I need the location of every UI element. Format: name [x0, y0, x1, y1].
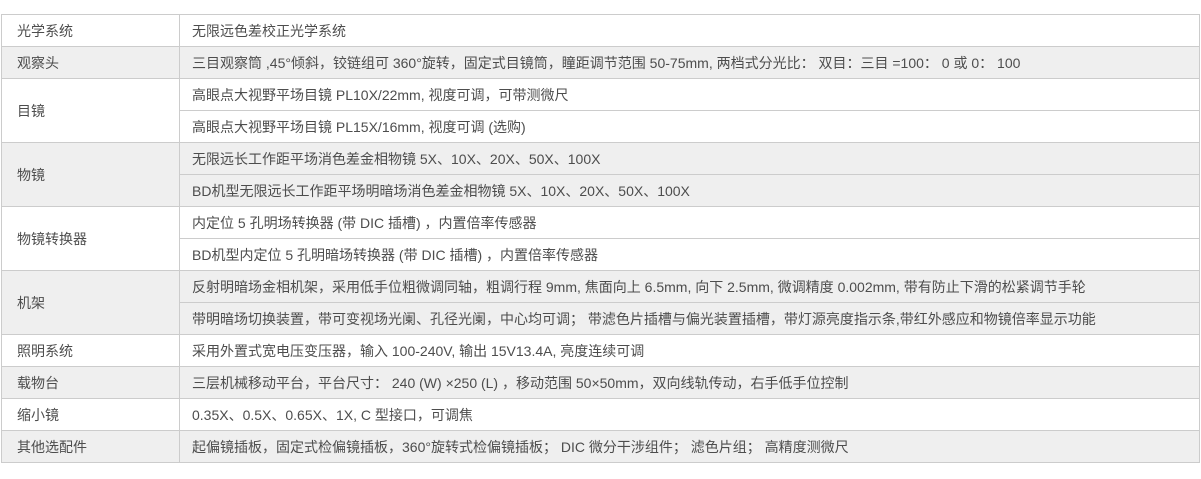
table-row: 其他选配件 起偏镜插板，固定式检偏镜插板，360°旋转式检偏镜插板； DIC 微分…: [1, 430, 1200, 463]
spec-value: 0.35X、0.5X、0.65X、1X, C 型接口，可调焦: [179, 398, 1200, 431]
spec-label: 观察头: [1, 46, 180, 79]
spec-table: 光学系统 无限远色差校正光学系统 观察头 三目观察筒 ,45°倾斜，铰链组可 360°…: [1, 14, 1200, 463]
spec-value: 高眼点大视野平场目镜 PL15X/16mm, 视度可调 (选购): [179, 110, 1200, 143]
table-row: 光学系统 无限远色差校正光学系统: [1, 14, 1200, 47]
table-row: 照明系统 采用外置式宽电压变压器，输入 100-240V, 输出 15V13.4A…: [1, 334, 1200, 367]
spec-value: 带明暗场切换装置，带可变视场光阑、孔径光阑，中心均可调； 带滤色片插槽与偏光装置…: [179, 302, 1200, 335]
spec-label: 物镜: [1, 142, 180, 207]
spec-label: 光学系统: [1, 14, 180, 47]
spec-value: 无限远长工作距平场消色差金相物镜 5X、10X、20X、50X、100X: [179, 142, 1200, 175]
spec-value: 反射明暗场金相机架，采用低手位粗微调同轴，粗调行程 9mm, 焦面向上 6.5m…: [179, 270, 1200, 303]
table-row: 带明暗场切换装置，带可变视场光阑、孔径光阑，中心均可调； 带滤色片插槽与偏光装置…: [2, 302, 1200, 335]
spec-label: 缩小镜: [1, 398, 180, 431]
spec-label: 载物台: [1, 366, 180, 399]
spec-label: 物镜转换器: [1, 206, 180, 271]
spec-label: 其他选配件: [1, 430, 180, 463]
spec-table-body: 光学系统 无限远色差校正光学系统 观察头 三目观察筒 ,45°倾斜，铰链组可 360°…: [1, 14, 1200, 463]
spec-value: 三层机械移动平台，平台尺寸： 240 (W) ×250 (L) ，移动范围 50…: [179, 366, 1200, 399]
spec-value: BD机型内定位 5 孔明暗场转换器 (带 DIC 插槽) ，内置倍率传感器: [179, 238, 1200, 271]
table-row: 目镜 高眼点大视野平场目镜 PL10X/22mm, 视度可调，可带测微尺: [1, 78, 1200, 143]
spec-value: 无限远色差校正光学系统: [179, 14, 1200, 47]
table-row: BD机型无限远长工作距平场明暗场消色差金相物镜 5X、10X、20X、50X、1…: [2, 174, 1200, 207]
table-row: 机架 反射明暗场金相机架，采用低手位粗微调同轴，粗调行程 9mm, 焦面向上 6.…: [1, 270, 1200, 335]
spec-value: 三目观察筒 ,45°倾斜，铰链组可 360°旋转，固定式目镜筒，瞳距调节范围 5…: [179, 46, 1200, 79]
table-row: 物镜 无限远长工作距平场消色差金相物镜 5X、10X、20X、50X、100X: [1, 142, 1200, 207]
spec-value: 高眼点大视野平场目镜 PL10X/22mm, 视度可调，可带测微尺: [179, 78, 1200, 111]
spec-value: 采用外置式宽电压变压器，输入 100-240V, 输出 15V13.4A, 亮度…: [179, 334, 1200, 367]
spec-value: 起偏镜插板，固定式检偏镜插板，360°旋转式检偏镜插板； DIC 微分干涉组件；…: [179, 430, 1200, 463]
spec-value: 内定位 5 孔明场转换器 (带 DIC 插槽) ，内置倍率传感器: [179, 206, 1200, 239]
table-row: 物镜转换器 内定位 5 孔明场转换器 (带 DIC 插槽) ，内置倍率传感器: [1, 206, 1200, 271]
table-row: BD机型内定位 5 孔明暗场转换器 (带 DIC 插槽) ，内置倍率传感器: [2, 238, 1200, 271]
spec-value: BD机型无限远长工作距平场明暗场消色差金相物镜 5X、10X、20X、50X、1…: [179, 174, 1200, 207]
spec-label: 照明系统: [1, 334, 180, 367]
spec-label: 目镜: [1, 78, 180, 143]
table-row: 高眼点大视野平场目镜 PL15X/16mm, 视度可调 (选购): [2, 110, 1200, 143]
table-row: 载物台 三层机械移动平台，平台尺寸： 240 (W) ×250 (L) ，移动范围…: [1, 366, 1200, 399]
table-row: 观察头 三目观察筒 ,45°倾斜，铰链组可 360°旋转，固定式目镜筒，瞳距调节范…: [1, 46, 1200, 79]
spec-label: 机架: [1, 270, 180, 335]
table-row: 缩小镜 0.35X、0.5X、0.65X、1X, C 型接口，可调焦: [1, 398, 1200, 431]
